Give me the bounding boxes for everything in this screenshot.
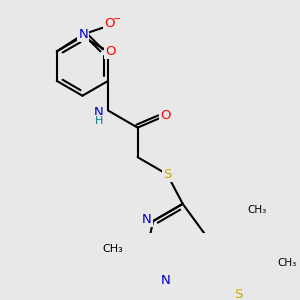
Text: S: S xyxy=(234,288,242,300)
Text: CH₃: CH₃ xyxy=(102,244,123,254)
Text: CH₃: CH₃ xyxy=(278,258,297,268)
Text: N: N xyxy=(142,213,152,226)
Text: O: O xyxy=(160,109,171,122)
Text: O: O xyxy=(104,17,115,30)
Text: N: N xyxy=(94,106,104,119)
Text: S: S xyxy=(163,168,171,181)
Text: N: N xyxy=(78,28,88,41)
Text: O: O xyxy=(105,45,116,58)
Text: N: N xyxy=(161,274,170,286)
Text: CH₃: CH₃ xyxy=(248,205,267,215)
Text: −: − xyxy=(113,14,121,25)
Text: H: H xyxy=(94,116,103,126)
